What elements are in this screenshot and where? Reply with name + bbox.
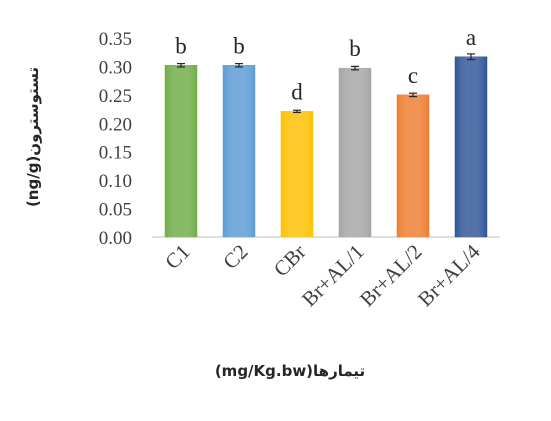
x-tick-label: CBr [269,240,311,282]
significance-letter: b [349,36,361,61]
x-tick-label: Br+AL/1 [297,240,369,312]
x-tick-label: C2 [218,240,252,274]
bar-highlight [455,56,487,238]
bar-highlight [281,111,313,237]
bar-series [164,53,488,238]
y-tick-label: 0.15 [99,143,132,164]
bar-highlight [339,68,371,238]
x-tick-label: Br+AL/4 [413,239,485,311]
bar-highlight [397,94,429,237]
y-tick-label: 0.20 [99,114,132,135]
bar-highlight [165,65,197,237]
y-tick-label: 0.25 [99,86,132,107]
x-tick-label: Br+AL/2 [355,240,427,312]
x-axis-title: (mg/Kg.bw)تیمارها [215,362,365,380]
bar-highlight [223,65,255,237]
significance-letter: b [175,33,187,58]
y-axis-title: (ng/g)تستوسترون [24,67,42,207]
y-tick-label: 0.35 [99,29,132,50]
y-tick-label: 0.00 [99,228,132,249]
significance-letter: c [408,63,418,88]
significance-letter: a [466,25,476,50]
y-tick-label: 0.10 [99,171,132,192]
significance-letter: b [233,33,245,58]
x-tick-label: C1 [160,240,194,274]
significance-letter: d [291,79,303,104]
y-tick-label: 0.05 [99,200,132,221]
y-tick-label: 0.30 [99,57,132,78]
